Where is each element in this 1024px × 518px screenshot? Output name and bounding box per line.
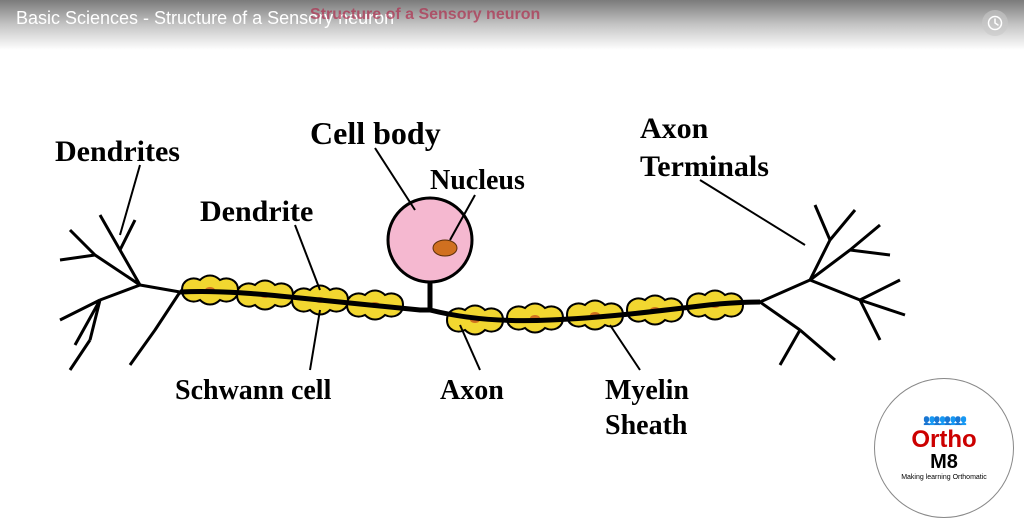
label-cell-body: Cell body [310, 115, 441, 152]
dendrites-left [60, 215, 180, 370]
axon-terminals [760, 205, 905, 365]
label-axon-terminals-1: Axon [640, 112, 708, 146]
label-dendrite: Dendrite [200, 195, 313, 229]
label-schwann: Schwann cell [175, 375, 331, 407]
cell-body [388, 198, 472, 282]
nucleus-shape [433, 240, 457, 256]
logo-main-text: Ortho [911, 428, 976, 452]
channel-logo[interactable]: 👥👥👥👥 Ortho M8 Making learning Orthomatic [874, 378, 1014, 518]
label-myelin-2: Sheath [605, 410, 687, 442]
schwann-cells [182, 276, 743, 335]
label-myelin-1: Myelin [605, 375, 689, 407]
neuron-diagram [0, 0, 1024, 508]
label-axon-terminals-2: Terminals [640, 150, 769, 184]
label-dendrites: Dendrites [55, 135, 180, 169]
label-nucleus: Nucleus [430, 165, 525, 197]
logo-tagline: Making learning Orthomatic [901, 474, 987, 481]
logo-sub-text: M8 [930, 452, 958, 472]
label-axon: Axon [440, 375, 504, 407]
logo-people-icon: 👥👥👥👥 [923, 415, 965, 426]
